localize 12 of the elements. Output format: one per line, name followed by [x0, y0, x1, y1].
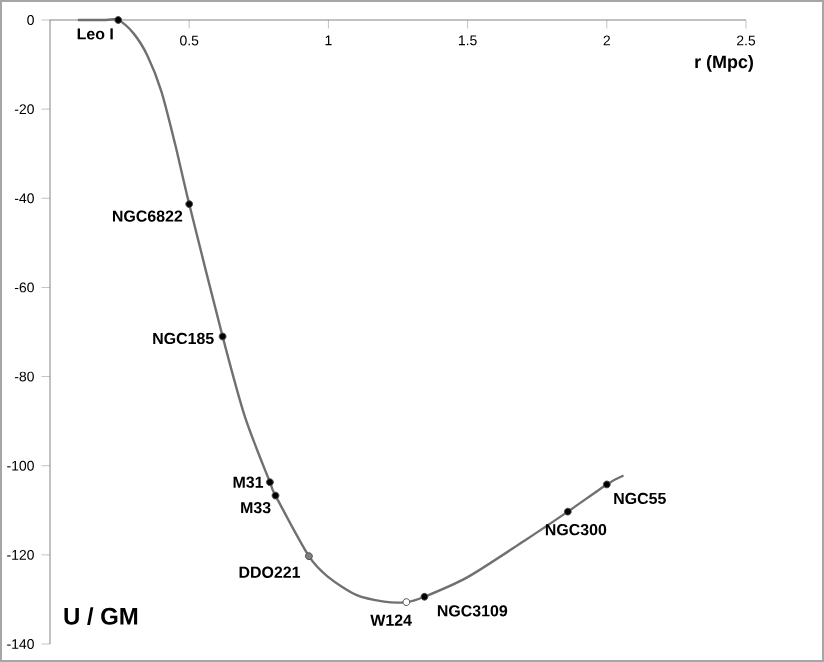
point [420, 592, 429, 601]
point [402, 598, 411, 606]
x-axis-title: r (Mpc) [695, 55, 753, 72]
point [266, 478, 274, 487]
point [602, 480, 611, 489]
point [218, 332, 227, 341]
point [185, 200, 194, 208]
y-axis-title: U / GM [64, 607, 138, 625]
point [305, 552, 313, 561]
point [114, 16, 123, 24]
point [271, 491, 280, 500]
point [563, 507, 572, 516]
